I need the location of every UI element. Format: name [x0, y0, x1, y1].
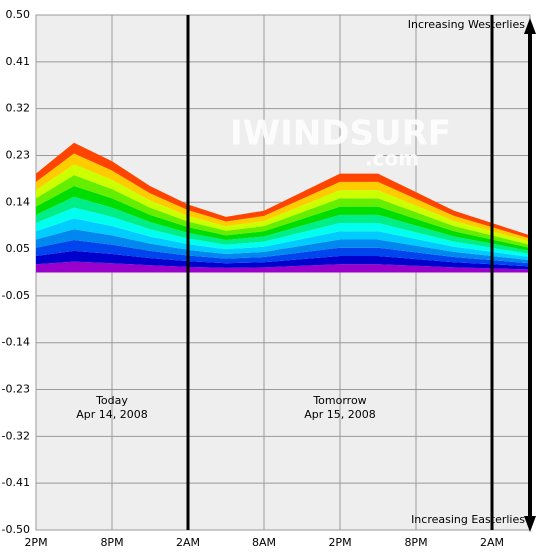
x-tick-label: 2PM	[24, 536, 47, 549]
wind-band	[36, 250, 530, 270]
y-tick-label: -0.32	[2, 429, 30, 442]
y-tick-label: 0.23	[6, 148, 31, 161]
annotation: Apr 14, 2008	[76, 408, 148, 421]
wind-band	[36, 207, 530, 258]
wind-band	[36, 164, 530, 245]
wind-band	[36, 142, 530, 239]
wind-band	[36, 229, 530, 264]
watermark: .com	[365, 147, 419, 171]
watermark: IWINDSURF	[230, 114, 451, 154]
wind-band	[36, 218, 530, 261]
y-tick-label: 0.50	[6, 8, 31, 21]
y-tick-label: -0.23	[2, 383, 30, 396]
wind-band	[36, 240, 530, 267]
annotation: Increasing Easterlies	[411, 513, 525, 526]
y-tick-label: 0.41	[6, 55, 31, 68]
annotation: Tomorrow	[312, 394, 366, 407]
y-tick-label: -0.50	[2, 523, 30, 536]
x-tick-label: 8PM	[404, 536, 427, 549]
wind-band	[36, 185, 530, 251]
wind-band	[36, 261, 530, 273]
wind-band	[36, 175, 530, 248]
x-tick-label: 2PM	[328, 536, 351, 549]
y-tick-label: 0.14	[6, 195, 31, 208]
arrow-head	[524, 18, 536, 34]
y-tick-label: -0.41	[2, 476, 30, 489]
wind-band	[36, 196, 530, 254]
x-tick-label: 8PM	[100, 536, 123, 549]
x-tick-label: 2AM	[176, 536, 200, 549]
annotation: Today	[95, 394, 128, 407]
annotation: Apr 15, 2008	[304, 408, 376, 421]
y-tick-label: 0.32	[6, 102, 31, 115]
annotation: Increasing Westerlies	[408, 18, 526, 31]
x-tick-label: 2AM	[480, 536, 504, 549]
y-tick-label: -0.05	[2, 289, 30, 302]
y-tick-label: -0.14	[2, 336, 30, 349]
wind-band	[36, 153, 530, 242]
y-tick-label: 0.05	[6, 242, 31, 255]
arrow-head	[524, 516, 536, 532]
x-tick-label: 8AM	[252, 536, 276, 549]
